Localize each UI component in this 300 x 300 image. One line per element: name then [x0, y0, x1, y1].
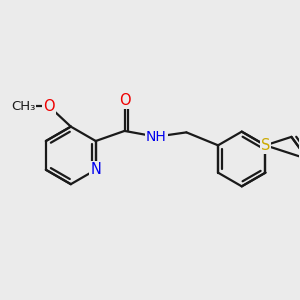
Text: N: N	[90, 162, 101, 177]
Text: O: O	[44, 99, 55, 114]
Text: O: O	[119, 93, 130, 108]
Text: S: S	[261, 138, 270, 153]
Text: CH₃: CH₃	[11, 100, 35, 113]
Text: NH: NH	[146, 130, 166, 144]
